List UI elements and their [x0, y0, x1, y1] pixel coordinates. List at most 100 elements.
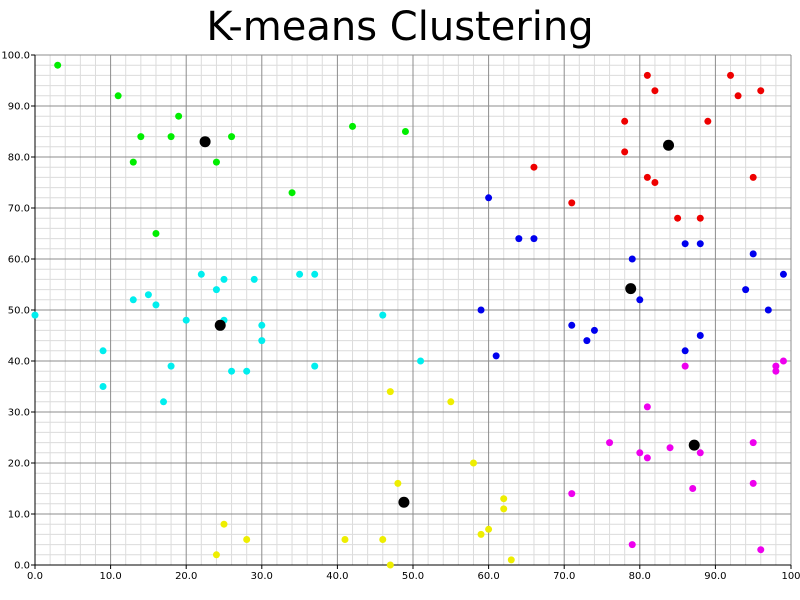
data-point-cluster-1	[228, 133, 236, 141]
data-point-cluster-6	[606, 439, 614, 447]
data-point-cluster-4	[515, 235, 523, 243]
data-point-cluster-4	[696, 332, 704, 339]
chart-title: K-means Clustering	[206, 4, 594, 50]
x-tick-label: 20.0	[175, 571, 197, 582]
data-point-cluster-4	[530, 235, 538, 243]
data-point-cluster-6	[689, 485, 697, 492]
data-point-cluster-5	[749, 173, 757, 181]
data-point-cluster-4	[764, 306, 772, 314]
data-point-cluster-4	[590, 326, 598, 334]
data-point-cluster-6	[643, 454, 651, 462]
data-point-cluster-3	[485, 525, 493, 533]
data-point-cluster-1	[54, 61, 62, 69]
data-point-cluster-4	[749, 250, 757, 258]
data-point-cluster-6	[749, 439, 757, 447]
data-point-cluster-1	[401, 128, 409, 135]
x-tick-label: 30.0	[251, 571, 273, 582]
data-point-cluster-6	[666, 444, 674, 452]
data-point-cluster-2	[258, 337, 266, 345]
x-tick-label: 80.0	[629, 571, 651, 582]
data-point-cluster-4	[568, 321, 576, 329]
data-point-cluster-1	[152, 230, 160, 237]
y-tick-label: 60.0	[8, 255, 30, 266]
data-point-cluster-1	[288, 189, 296, 197]
centroid-point	[625, 283, 637, 295]
data-point-cluster-6	[772, 362, 780, 370]
data-point-cluster-4	[485, 194, 493, 202]
data-point-cluster-2	[129, 296, 137, 304]
data-point-cluster-1	[349, 122, 357, 130]
data-points	[31, 61, 787, 569]
data-point-cluster-3	[212, 551, 220, 559]
y-tick-label: 100.0	[1, 51, 30, 62]
data-point-cluster-3	[386, 561, 394, 569]
data-point-cluster-3	[477, 530, 485, 538]
data-point-cluster-4	[477, 306, 485, 314]
data-point-cluster-3	[386, 388, 394, 396]
y-tick-label: 80.0	[8, 153, 30, 164]
data-point-cluster-5	[530, 163, 538, 171]
data-point-cluster-4	[628, 255, 636, 263]
data-point-cluster-2	[220, 275, 228, 283]
axes	[31, 54, 792, 569]
data-point-cluster-2	[182, 316, 190, 324]
data-point-cluster-2	[160, 398, 168, 406]
data-point-cluster-2	[379, 311, 387, 319]
data-point-cluster-2	[144, 291, 152, 299]
data-point-cluster-6	[636, 449, 644, 457]
data-point-cluster-2	[167, 362, 175, 370]
centroid-point	[688, 439, 700, 451]
data-point-cluster-2	[99, 383, 107, 390]
data-point-cluster-4	[636, 296, 644, 304]
data-point-cluster-4	[681, 240, 689, 248]
data-point-cluster-3	[220, 520, 228, 528]
data-point-cluster-3	[394, 479, 402, 487]
data-point-cluster-3	[507, 556, 515, 564]
x-tick-label: 90.0	[704, 571, 726, 582]
data-point-cluster-5	[727, 71, 735, 79]
data-point-cluster-2	[243, 367, 251, 375]
data-point-cluster-2	[228, 367, 236, 375]
data-point-cluster-2	[31, 311, 39, 319]
data-point-cluster-6	[643, 403, 651, 411]
x-tick-label: 0.0	[27, 571, 43, 582]
centroid-point	[663, 139, 675, 151]
y-tick-label: 40.0	[8, 357, 30, 368]
data-point-cluster-5	[696, 214, 704, 222]
centroid-points	[199, 136, 700, 508]
data-point-cluster-4	[779, 270, 787, 278]
y-tick-label: 20.0	[8, 459, 30, 470]
y-axis-tick-labels: 0.0 10.0 20.0 30.0 40.0 50.0 60.0 70.0 80.0 90.0 1…	[1, 51, 30, 572]
y-tick-label: 50.0	[8, 306, 30, 317]
data-point-cluster-4	[583, 337, 591, 345]
data-point-cluster-6	[749, 479, 757, 487]
data-point-cluster-5	[651, 87, 659, 95]
data-point-cluster-1	[167, 133, 175, 141]
data-point-cluster-3	[243, 536, 251, 543]
data-point-cluster-3	[447, 398, 455, 406]
x-tick-label: 50.0	[402, 571, 424, 582]
data-point-cluster-5	[757, 87, 765, 95]
y-tick-label: 10.0	[8, 510, 30, 521]
y-tick-label: 90.0	[8, 102, 30, 113]
data-point-cluster-3	[469, 459, 477, 467]
data-point-cluster-5	[704, 117, 712, 125]
x-tick-label: 100	[781, 571, 800, 582]
data-point-cluster-2	[417, 357, 425, 365]
x-tick-label: 40.0	[326, 571, 348, 582]
data-point-cluster-2	[311, 362, 319, 370]
data-point-cluster-2	[197, 270, 205, 278]
centroid-point	[214, 319, 226, 331]
data-point-cluster-2	[99, 347, 107, 355]
data-point-cluster-5	[643, 71, 651, 79]
data-point-cluster-1	[114, 92, 122, 100]
y-tick-label: 30.0	[8, 408, 30, 419]
data-point-cluster-2	[296, 270, 304, 278]
data-point-cluster-3	[341, 536, 349, 543]
data-point-cluster-5	[651, 179, 659, 186]
x-tick-label: 10.0	[99, 571, 121, 582]
data-point-cluster-5	[643, 173, 651, 181]
data-point-cluster-5	[674, 214, 682, 222]
